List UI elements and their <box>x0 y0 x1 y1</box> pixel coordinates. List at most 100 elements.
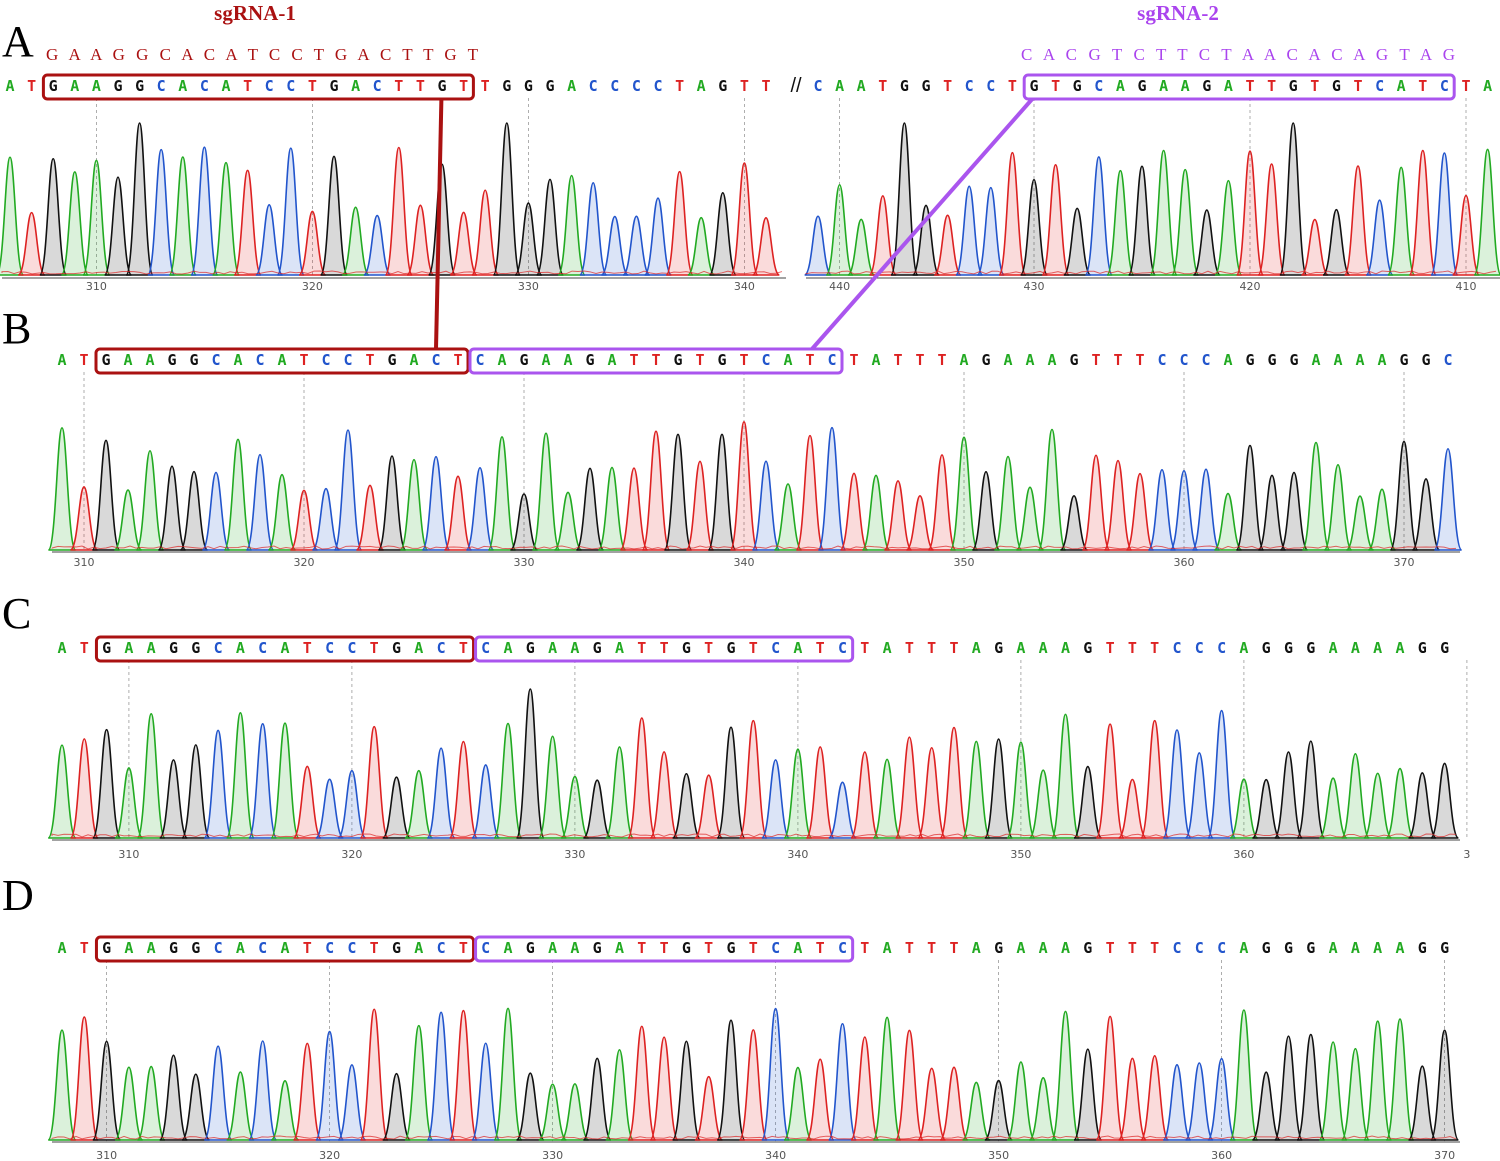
position-tick-label: 330 <box>564 848 585 861</box>
base-call: T <box>1245 77 1254 95</box>
position-tick-label: 320 <box>341 848 362 861</box>
peak-T <box>905 495 935 551</box>
peak-C <box>363 214 392 276</box>
peak-G <box>1429 1029 1460 1141</box>
base-call: G <box>102 639 111 657</box>
trace-baseline-noise <box>51 1135 1457 1140</box>
peak-A <box>949 436 979 551</box>
base-call: C <box>347 939 356 957</box>
base-call: G <box>169 939 178 957</box>
peak-T <box>627 717 657 839</box>
base-call: A <box>280 639 289 657</box>
peak-T <box>1235 150 1265 276</box>
base-call: G <box>545 77 554 95</box>
base-call: G <box>49 77 58 95</box>
base-call: G <box>502 77 511 95</box>
panel-2-segment-0: 310 320 330 340 350 360 3A T G A A G G C A C A T C C T G A C T C A… <box>47 635 1470 861</box>
peak-A <box>1367 488 1397 551</box>
peak-C <box>426 1011 456 1141</box>
peak-A <box>114 1066 144 1141</box>
peak-A <box>1323 463 1353 551</box>
base-call: T <box>949 639 958 657</box>
base-call: A <box>1333 351 1342 369</box>
peak-T <box>448 740 479 839</box>
base-call: G <box>994 939 1003 957</box>
base-call: A <box>277 351 286 369</box>
position-tick-label: 370 <box>1394 556 1415 569</box>
peak-G <box>582 779 612 839</box>
peak-G <box>707 433 737 551</box>
base-call: G <box>1284 639 1293 657</box>
base-call: A <box>615 639 624 657</box>
peak-G <box>515 1072 545 1141</box>
peak-A <box>1006 741 1036 839</box>
base-call: T <box>949 939 958 957</box>
base-call: A <box>883 939 892 957</box>
base-call: T <box>299 351 308 369</box>
base-call: G <box>1289 351 1298 369</box>
base-call: T <box>308 77 317 95</box>
position-tick-label: 310 <box>86 280 107 293</box>
base-call: G <box>191 939 200 957</box>
base-call: A <box>1181 77 1190 95</box>
peak-G <box>716 1019 746 1141</box>
panel-letter-d: D <box>2 871 34 920</box>
base-call: T <box>943 77 952 95</box>
base-call: T <box>1091 351 1100 369</box>
base-call: T <box>860 939 869 957</box>
position-tick-label: 350 <box>988 1149 1009 1161</box>
peak-A <box>487 436 517 551</box>
base-call: T <box>453 351 462 369</box>
base-call: A <box>1377 351 1386 369</box>
base-call: A <box>1061 639 1070 657</box>
base-call: T <box>1051 77 1060 95</box>
base-call: A <box>835 77 844 95</box>
peak-A <box>1171 168 1200 276</box>
base-call: G <box>1083 939 1092 957</box>
peak-A <box>783 1066 813 1141</box>
base-call: G <box>102 939 111 957</box>
base-call: T <box>660 939 669 957</box>
peak-T <box>1125 472 1155 551</box>
peak-T <box>694 1075 724 1141</box>
peak-T <box>619 467 649 551</box>
peak-C <box>465 467 495 551</box>
base-call: C <box>761 351 770 369</box>
base-call: T <box>481 77 490 95</box>
base-call: A <box>1039 639 1048 657</box>
base-call: G <box>169 639 178 657</box>
peak-C <box>1084 156 1113 276</box>
base-call: C <box>481 639 490 657</box>
base-call: G <box>1418 639 1427 657</box>
base-call: C <box>200 77 209 95</box>
base-call: T <box>637 639 646 657</box>
base-call: T <box>805 351 814 369</box>
base-call: G <box>593 939 602 957</box>
base-call: T <box>905 939 914 957</box>
base-call: G <box>682 939 691 957</box>
position-tick-label: 420 <box>1240 280 1261 293</box>
peak-C <box>1206 709 1237 839</box>
base-call: C <box>481 939 490 957</box>
peak-G <box>509 493 539 551</box>
base-call: A <box>1329 639 1338 657</box>
base-call: T <box>704 939 713 957</box>
base-call: A <box>503 639 512 657</box>
base-call: C <box>965 77 974 95</box>
base-call: G <box>437 77 446 95</box>
base-call: G <box>519 351 528 369</box>
peak-A <box>993 455 1023 551</box>
sgrna2-title: sgRNA-2 <box>1137 1 1219 25</box>
peak-A <box>1213 492 1243 551</box>
peak-A <box>1345 495 1375 551</box>
base-call: T <box>1106 939 1115 957</box>
base-call: C <box>838 639 847 657</box>
peak-C <box>1162 729 1192 839</box>
peak-C <box>827 781 858 839</box>
base-call: T <box>1128 939 1137 957</box>
peak-G <box>983 1079 1014 1141</box>
peak-G <box>1127 165 1157 276</box>
